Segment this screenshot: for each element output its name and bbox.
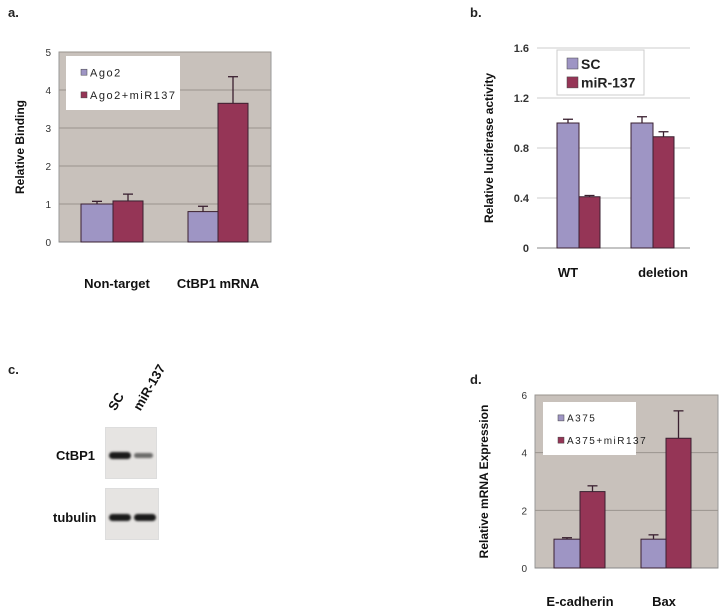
legend-label: A375+miR137	[567, 436, 647, 447]
x-category-label: Bax	[652, 594, 677, 609]
bar	[630, 122, 654, 249]
legend-swatch	[80, 68, 88, 76]
bar	[579, 491, 606, 569]
bar	[578, 196, 601, 249]
panel-label-d: d.	[470, 372, 482, 387]
bar	[665, 437, 692, 569]
y-axis-label: Relative Binding	[13, 100, 27, 194]
y-tick-label: 6	[521, 391, 527, 402]
legend-label: Ago2	[90, 67, 122, 79]
y-tick-label: 1	[45, 200, 51, 211]
bar	[556, 122, 580, 249]
legend-swatch	[80, 91, 88, 99]
bar	[112, 200, 144, 243]
blot-image-ctbp1	[105, 427, 157, 479]
legend-swatch	[557, 414, 565, 422]
bar	[187, 211, 219, 243]
x-category-label: deletion	[638, 265, 688, 280]
y-tick-label: 2	[45, 162, 51, 173]
x-category-label: E-cadherin	[546, 594, 613, 609]
y-axis-label: Relative mRNA Expression	[477, 405, 491, 559]
blot-row-label-ctbp1: CtBP1	[56, 448, 96, 463]
y-tick-label: 1.2	[514, 93, 529, 105]
legend-label: Ago2+miR137	[90, 90, 177, 102]
band-ctbp1-sc	[109, 452, 131, 459]
legend-label: miR-137	[581, 75, 636, 91]
y-tick-label: 2	[521, 506, 527, 517]
y-tick-label: 3	[45, 124, 51, 135]
legend-swatch	[566, 76, 579, 89]
panel-label-c: c.	[8, 362, 19, 377]
bar	[80, 203, 114, 243]
blot-image-tubulin	[105, 488, 159, 540]
bar	[652, 136, 675, 249]
y-tick-label: 4	[521, 449, 527, 460]
band-ctbp1-mir137	[134, 453, 153, 458]
legend-box	[66, 56, 180, 110]
blot-row-label-tubulin: tubulin	[53, 510, 97, 525]
y-tick-label: 5	[45, 48, 51, 59]
y-tick-label: 0	[521, 564, 527, 575]
y-tick-label: 1.6	[514, 43, 529, 55]
y-tick-label: 0.4	[514, 193, 530, 205]
y-axis-label: Relative luciferase activity	[482, 73, 496, 223]
y-tick-label: 0	[45, 238, 51, 249]
band-tubulin-sc	[109, 514, 131, 521]
y-tick-label: 0	[523, 243, 529, 255]
x-category-label: WT	[558, 265, 578, 280]
bar	[640, 538, 667, 569]
legend-box	[543, 402, 636, 455]
legend-swatch	[557, 436, 565, 444]
panel-label-a: a.	[8, 5, 19, 20]
bar	[217, 102, 249, 243]
band-tubulin-mir137	[134, 514, 156, 521]
bar	[553, 538, 581, 569]
legend-label: A375	[567, 414, 596, 425]
legend-label: SC	[581, 56, 600, 72]
x-category-label: CtBP1 mRNA	[177, 276, 260, 291]
y-tick-label: 4	[45, 86, 51, 97]
y-tick-label: 0.8	[514, 143, 529, 155]
x-category-label: Non-target	[84, 276, 150, 291]
panel-label-b: b.	[470, 5, 482, 20]
legend-swatch	[566, 57, 579, 70]
